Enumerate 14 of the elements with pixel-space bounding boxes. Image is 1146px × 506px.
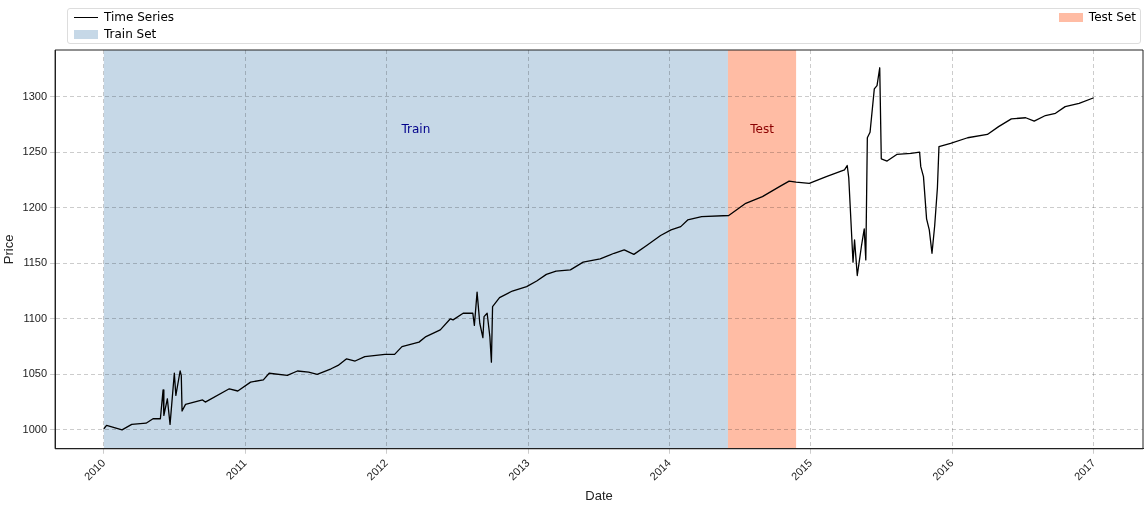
legend-label: Test Set — [1088, 10, 1136, 24]
annotation: Train — [400, 121, 431, 136]
x-axis-title: Date — [585, 487, 613, 503]
y-tick-label: 1300 — [22, 89, 48, 102]
annotation: Test — [749, 121, 775, 136]
y-tick-label: 1000 — [22, 422, 48, 435]
y-tick-label: 1050 — [22, 367, 48, 380]
y-axis-title: Price — [1, 234, 17, 265]
legend-label: Train Set — [104, 27, 157, 41]
legend-label: Time Series — [104, 10, 175, 24]
y-tick-label: 1150 — [23, 256, 48, 269]
y-tick-label: 1100 — [23, 311, 48, 324]
y-tick-label: 1250 — [22, 145, 48, 158]
y-tick-label: 1200 — [22, 200, 48, 213]
